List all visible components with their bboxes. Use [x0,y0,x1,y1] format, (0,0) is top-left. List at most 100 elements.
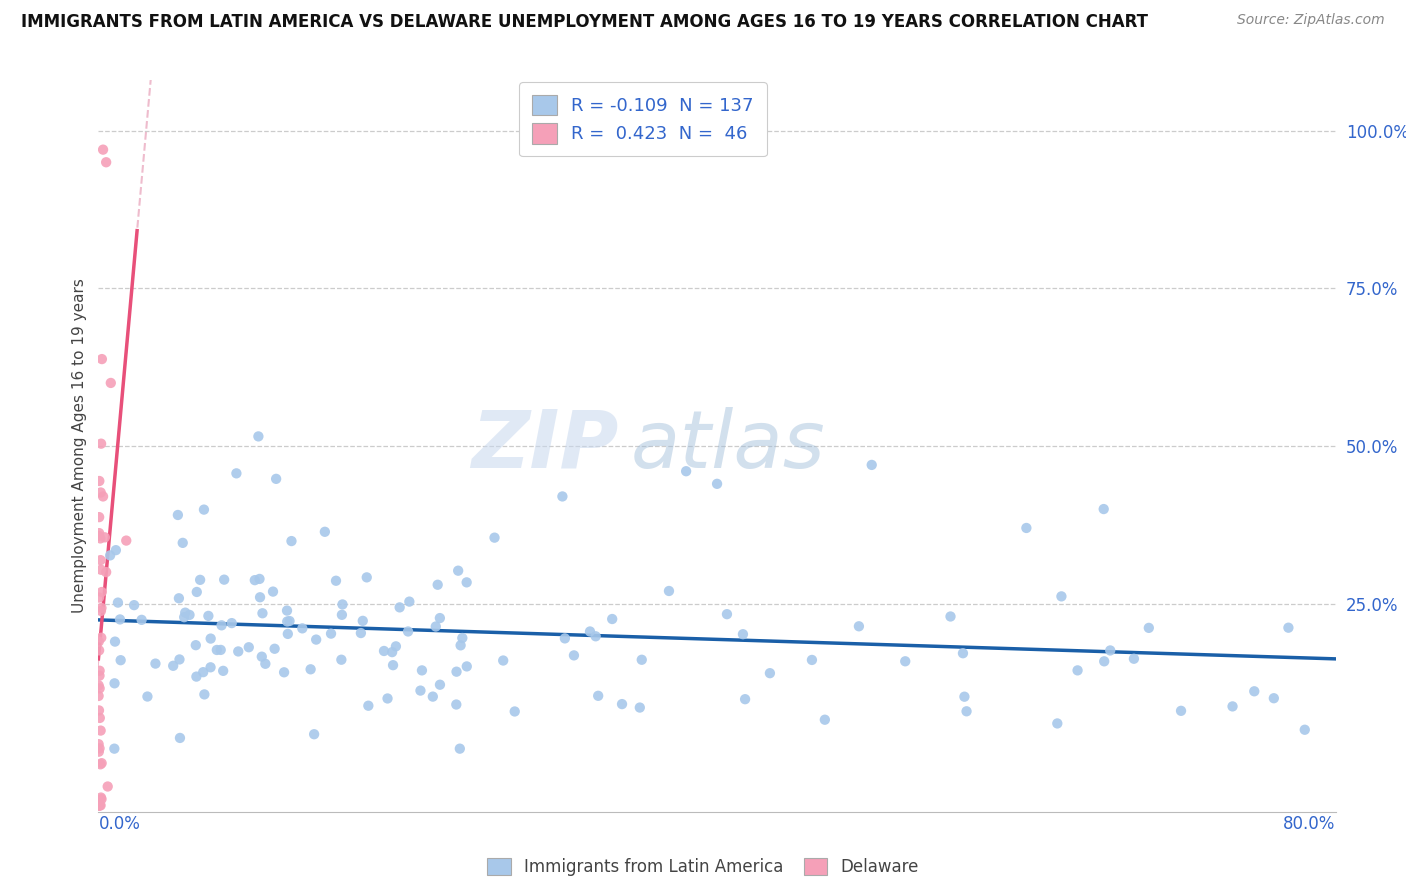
Point [1015,521,1038,535]
Point [426,578,449,592]
Point [447,564,470,578]
Y-axis label: Unemployment Among Ages 16 to 19 years: Unemployment Among Ages 16 to 19 years [72,278,87,614]
Point [89,526,111,541]
Point [87,689,110,703]
Point [90,563,112,577]
Point [706,476,728,491]
Point [169,652,191,666]
Point [1099,643,1122,657]
Point [860,458,883,472]
Point [291,621,314,635]
Point [953,690,976,704]
Point [167,508,190,522]
Point [800,653,823,667]
Point [89,757,111,772]
Point [91,143,114,157]
Point [89,798,111,813]
Point [87,678,110,692]
Point [350,626,373,640]
Point [280,534,302,549]
Point [90,601,112,615]
Point [503,705,526,719]
Point [551,490,574,504]
Point [145,657,167,671]
Point [952,646,974,660]
Point [162,658,184,673]
Point [87,529,110,543]
Point [193,502,215,516]
Point [90,798,112,813]
Point [96,565,118,579]
Point [814,713,837,727]
Point [193,687,215,701]
Point [278,614,301,628]
Point [314,524,336,539]
Point [848,619,870,633]
Point [411,664,433,678]
Point [188,573,211,587]
Point [586,689,609,703]
Point [200,632,222,646]
Point [1092,502,1115,516]
Point [90,723,112,738]
Point [456,575,478,590]
Point [356,570,378,584]
Point [264,472,287,486]
Point [409,683,432,698]
Point [87,798,110,813]
Point [96,155,118,169]
Point [249,591,271,605]
Point [759,666,782,681]
Point [484,531,506,545]
Point [305,632,328,647]
Text: 0.0%: 0.0% [98,815,141,833]
Point [1243,684,1265,698]
Point [87,634,110,648]
Point [716,607,738,622]
Point [104,634,127,648]
Point [1066,664,1088,678]
Point [382,658,405,673]
Point [249,572,271,586]
Point [425,619,447,633]
Point [87,745,110,759]
Point [554,632,576,646]
Point [89,681,111,696]
Point [89,711,111,725]
Point [456,659,478,673]
Point [87,643,110,657]
Point [110,653,132,667]
Point [630,653,652,667]
Point [131,613,153,627]
Point [446,698,468,712]
Point [172,536,194,550]
Point [103,676,125,690]
Point [1092,654,1115,668]
Point [209,643,232,657]
Point [200,660,222,674]
Point [357,698,380,713]
Point [87,703,110,717]
Point [91,490,114,504]
Point [352,614,374,628]
Point [252,607,274,621]
Point [89,798,111,813]
Point [103,741,125,756]
Point [1170,704,1192,718]
Point [226,644,249,658]
Point [173,610,195,624]
Point [104,543,127,558]
Point [122,598,145,612]
Point [628,700,651,714]
Point [89,474,111,488]
Point [451,631,474,645]
Point [238,640,260,655]
Point [167,591,190,606]
Point [610,697,633,711]
Point [197,608,219,623]
Point [211,618,233,632]
Point [89,510,111,524]
Point [894,654,917,668]
Point [658,584,681,599]
Point [734,692,756,706]
